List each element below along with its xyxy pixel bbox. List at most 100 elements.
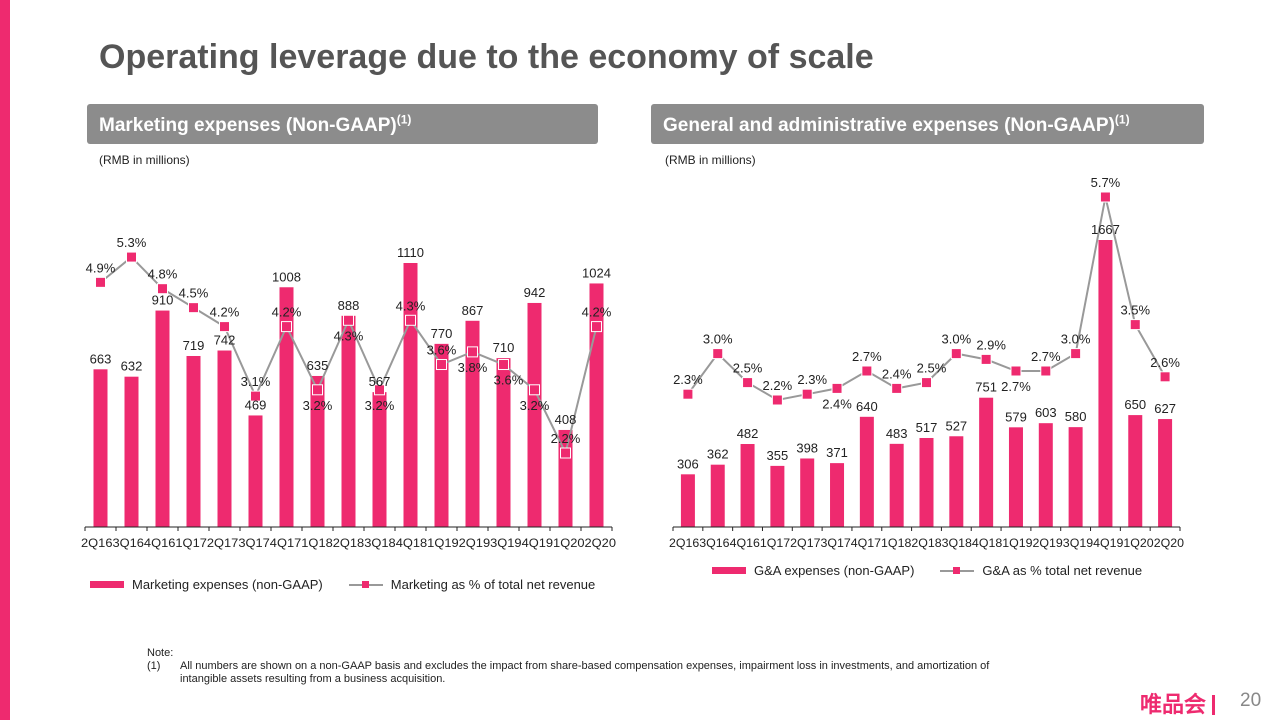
x-tick-label: 3Q17 (820, 536, 851, 550)
x-tick-label: 2Q16 (81, 536, 113, 550)
bar (496, 358, 511, 527)
ga-header-text: General and administrative expenses (Non… (663, 115, 1115, 136)
pct-marker (1070, 348, 1082, 360)
x-tick-label: 2Q18 (333, 536, 365, 550)
footnote: Note: (1) All numbers are shown on a non-… (147, 647, 989, 686)
bar (279, 287, 294, 527)
pct-label: 3.5% (1120, 303, 1150, 318)
pct-marker (219, 321, 230, 333)
page-title: Operating leverage due to the economy of… (99, 38, 874, 76)
x-tick-label: 2Q17 (207, 536, 239, 550)
footnote-ref: (1) (1114, 112, 1130, 127)
pct-marker (436, 359, 447, 371)
bar (979, 397, 994, 527)
bar (770, 465, 785, 527)
bar-value-label: 355 (767, 448, 789, 463)
bar-value-label: 579 (1005, 409, 1027, 424)
bar (1098, 240, 1113, 527)
bar-value-label: 719 (183, 338, 205, 353)
x-tick-label: 3Q19 (1063, 536, 1094, 550)
bar-value-label: 603 (1035, 405, 1057, 420)
pct-marker (467, 346, 478, 358)
vipshop-logo: 唯品会 (1140, 687, 1216, 719)
pct-label: 3.0% (942, 332, 972, 347)
bar (1008, 427, 1023, 527)
bar-value-label: 910 (152, 293, 174, 308)
legend-bar-swatch (90, 581, 124, 588)
ga-unit-label: (RMB in millions) (665, 153, 756, 167)
bar-value-label: 483 (886, 426, 908, 441)
bar-value-label: 362 (707, 447, 729, 462)
pct-marker (1010, 365, 1022, 377)
pct-marker (591, 321, 602, 333)
bar-value-label: 650 (1124, 397, 1146, 412)
ga-header: General and administrative expenses (Non… (651, 104, 1204, 144)
note-line-1: All numbers are shown on a non-GAAP basi… (180, 660, 990, 672)
pct-marker (1040, 365, 1052, 377)
bar-value-label: 567 (369, 374, 391, 389)
x-tick-label: 2Q17 (790, 536, 821, 550)
bar-value-label: 867 (462, 303, 484, 318)
pct-marker (742, 377, 754, 389)
accent-stripe (0, 0, 10, 720)
pct-label: 4.2% (582, 305, 612, 320)
pct-label: 5.7% (1091, 175, 1121, 190)
bar (949, 436, 964, 527)
pct-label: 2.7% (1001, 379, 1031, 394)
x-tick-label: 1Q20 (1123, 536, 1154, 550)
bar (310, 375, 325, 527)
pct-marker (157, 283, 168, 295)
bar (680, 474, 695, 527)
x-tick-label: 3Q19 (490, 536, 522, 550)
pct-label: 2.2% (551, 431, 581, 446)
pct-marker (560, 447, 571, 459)
bar (124, 376, 139, 527)
page-number: 20 (1240, 690, 1262, 711)
legend-bar-label: G&A expenses (non-GAAP) (754, 563, 915, 578)
pct-label: 4.2% (272, 305, 302, 320)
pct-marker (1099, 191, 1111, 203)
note-line-2: intangible assets resulting from a busin… (180, 673, 446, 685)
bar-value-label: 751 (975, 380, 997, 395)
bar-value-label: 710 (493, 340, 515, 355)
x-tick-label: 1Q17 (175, 536, 207, 550)
bar-value-label: 770 (431, 326, 453, 341)
legend-line-swatch (348, 580, 383, 588)
x-tick-label: 4Q16 (730, 536, 761, 550)
bar-value-label: 580 (1065, 409, 1087, 424)
pct-label: 2.9% (976, 337, 1006, 352)
bar-value-label: 632 (121, 359, 143, 374)
bar-value-label: 517 (916, 420, 938, 435)
pct-marker (831, 382, 843, 394)
pct-marker (312, 384, 323, 396)
footnote-ref: (1) (396, 112, 412, 127)
pct-marker (801, 388, 813, 400)
note-number: (1) (147, 660, 161, 672)
x-tick-label: 2Q18 (911, 536, 942, 550)
legend-bar-label: Marketing expenses (non-GAAP) (132, 577, 323, 592)
x-tick-label: 1Q18 (881, 536, 912, 550)
bar (248, 415, 263, 527)
bar-value-label: 527 (945, 418, 967, 433)
pct-label: 5.3% (117, 235, 147, 250)
bar-value-label: 888 (338, 298, 360, 313)
pct-marker (861, 365, 873, 377)
bar (740, 444, 755, 527)
bar (889, 443, 904, 527)
pct-label: 2.7% (1031, 349, 1061, 364)
bar-value-label: 1024 (582, 265, 611, 280)
bar-value-label: 306 (677, 456, 699, 471)
bar-value-label: 635 (307, 358, 329, 373)
bar (434, 343, 449, 527)
pct-marker (250, 390, 261, 402)
pct-label: 3.6% (427, 343, 457, 358)
bar (217, 350, 232, 527)
x-tick-label: 1Q20 (553, 536, 585, 550)
x-tick-label: 3Q17 (238, 536, 270, 550)
pct-marker (95, 276, 106, 288)
bar (1128, 415, 1143, 527)
bar-value-label: 1667 (1091, 222, 1120, 237)
x-tick-label: 3Q16 (112, 536, 144, 550)
bar-value-label: 1110 (397, 245, 424, 260)
